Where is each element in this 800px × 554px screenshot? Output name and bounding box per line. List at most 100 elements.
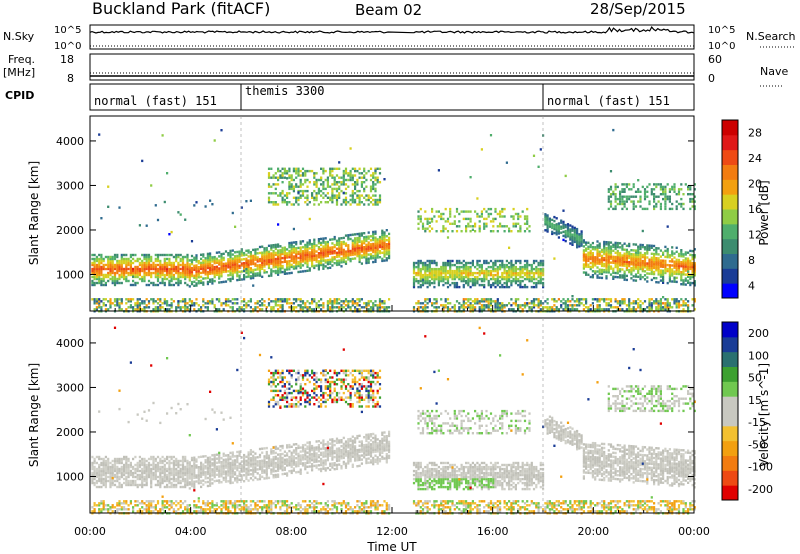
heatmap-cell	[100, 300, 103, 303]
heatmap-cell	[118, 459, 121, 463]
heatmap-cell	[301, 194, 305, 197]
heatmap-cell	[234, 298, 237, 301]
heatmap-cell	[283, 169, 286, 173]
heatmap-cell	[236, 272, 239, 276]
heatmap-cell	[111, 479, 114, 483]
heatmap-cell	[127, 481, 130, 485]
heatmap-cell	[326, 176, 329, 179]
heatmap-cell	[478, 271, 481, 275]
heatmap-cell	[666, 247, 669, 251]
heatmap-cell	[229, 261, 232, 265]
heatmap-cell	[467, 271, 470, 275]
heatmap-cell	[93, 508, 96, 511]
heatmap-cell	[478, 259, 481, 263]
heatmap-cell	[254, 250, 257, 253]
heatmap-cell	[281, 270, 284, 274]
heatmap-cell	[367, 203, 370, 206]
heatmap-cell	[677, 302, 681, 305]
heatmap-cell	[331, 300, 334, 303]
heatmap-cell	[587, 265, 590, 268]
heatmap-cell	[311, 302, 314, 305]
heatmap-cell	[107, 267, 110, 271]
heatmap-cell	[639, 205, 642, 208]
heatmap-cell	[684, 277, 687, 280]
heatmap-cell	[605, 257, 608, 260]
heatmap-cell	[290, 247, 293, 250]
heatmap-cell	[297, 250, 300, 254]
heatmap-cell	[329, 300, 332, 303]
heatmap-cell	[653, 272, 656, 276]
heatmap-cell	[333, 245, 336, 249]
heatmap-cell	[487, 215, 490, 218]
heatmap-cell	[283, 167, 286, 170]
heatmap-cell	[301, 183, 305, 186]
heatmap-cell	[265, 248, 268, 252]
heatmap-cell	[596, 246, 599, 249]
heatmap-cell	[650, 190, 653, 193]
heatmap-cell	[673, 256, 676, 259]
heatmap-cell	[453, 277, 456, 281]
heatmap-cell	[181, 259, 185, 263]
heatmap-cell	[102, 257, 105, 261]
heatmap-cell	[127, 259, 130, 263]
heatmap-cell	[304, 257, 307, 261]
heatmap-cell	[177, 269, 180, 273]
heatmap-cell	[462, 217, 465, 221]
heatmap-cell	[120, 471, 123, 475]
heatmap-cell	[234, 302, 237, 305]
heatmap-cell	[320, 178, 323, 182]
heatmap-cell	[576, 298, 579, 301]
heatmap-cell	[152, 302, 155, 305]
heatmap-cell	[231, 261, 234, 264]
heatmap-cell	[145, 255, 148, 259]
heatmap-cell	[641, 243, 644, 247]
heatmap-cell	[385, 235, 388, 238]
heatmap-cell	[123, 463, 126, 467]
heatmap-cell	[687, 270, 690, 273]
heatmap-cell	[589, 245, 592, 249]
heatmap-cell	[243, 266, 246, 269]
heatmap-cell	[104, 479, 107, 483]
heatmap-cell	[322, 255, 325, 258]
heatmap-cell	[200, 263, 203, 267]
heatmap-cell	[374, 230, 377, 233]
heatmap-cell	[555, 231, 558, 234]
heatmap-cell	[437, 283, 440, 287]
heatmap-cell	[433, 273, 436, 277]
heatmap-cell	[455, 273, 459, 277]
heatmap-cell	[628, 302, 631, 305]
heatmap-cell	[381, 233, 384, 236]
heatmap-cell	[605, 304, 608, 307]
heatmap-cell	[637, 306, 640, 309]
heatmap-cell	[292, 251, 295, 254]
heatmap-cell	[639, 306, 642, 309]
heatmap-cell	[444, 269, 447, 273]
heatmap-cell	[256, 266, 259, 269]
heatmap-cell	[283, 256, 286, 259]
heatmap-cell	[292, 185, 295, 188]
heatmap-cell	[458, 308, 461, 311]
heatmap-cell	[247, 259, 250, 262]
heatmap-cell	[360, 256, 363, 259]
heatmap-cell	[388, 254, 391, 258]
heatmap-cell	[596, 298, 599, 301]
heatmap-cell	[338, 308, 341, 311]
heatmap-cell	[365, 243, 368, 247]
heatmap-cell	[369, 255, 373, 258]
heatmap-cell	[682, 263, 685, 266]
heatmap-cell	[483, 283, 486, 287]
heatmap-cell	[134, 467, 137, 471]
heatmap-cell	[469, 277, 472, 281]
heatmap-cell	[231, 298, 234, 301]
heatmap-cell	[102, 465, 105, 469]
heatmap-cell	[426, 279, 429, 283]
heatmap-cell	[347, 201, 350, 204]
heatmap-cell	[218, 281, 221, 284]
heatmap-cell	[458, 275, 461, 279]
heatmap-cell	[281, 298, 284, 301]
heatmap-cell	[646, 276, 649, 279]
heatmap-cell	[657, 306, 660, 309]
heatmap-cell	[129, 469, 132, 473]
heatmap-cell	[170, 230, 173, 234]
heatmap-cell	[503, 265, 506, 269]
